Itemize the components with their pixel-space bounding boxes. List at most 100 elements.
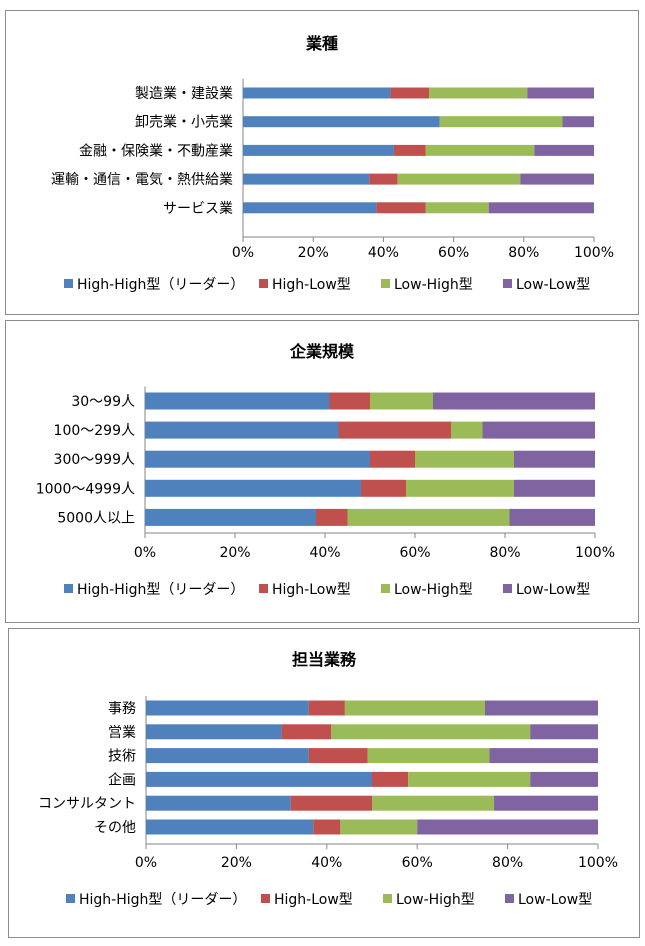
x-tick-label: 60% — [399, 545, 430, 561]
bar-segment — [243, 144, 394, 156]
legend-label: Low-High型 — [394, 277, 473, 293]
legend-label: High-Low型 — [272, 582, 351, 598]
legend-swatch — [259, 584, 268, 593]
bar-segment — [406, 479, 514, 497]
legend-label: Low-High型 — [394, 582, 473, 598]
x-tick-label: 20% — [219, 545, 250, 561]
x-tick-label: 40% — [309, 545, 340, 561]
category-label: 300～999人 — [54, 452, 135, 468]
bar-segment — [390, 87, 430, 99]
x-tick-label: 100% — [574, 245, 614, 261]
legend-swatch — [64, 279, 73, 288]
bar-segment — [361, 479, 406, 497]
bar-segment — [376, 202, 426, 214]
category-label: 事務 — [108, 701, 136, 717]
bar-segment — [562, 116, 594, 128]
bar-segment — [145, 479, 361, 497]
bar-segment — [340, 819, 418, 835]
bar-segment — [316, 508, 348, 526]
bar-segment — [514, 450, 595, 468]
bar-segment — [290, 795, 372, 811]
legend-label: Low-High型 — [396, 892, 475, 908]
legend-swatch — [66, 894, 75, 903]
bar-segment — [145, 508, 316, 526]
chart-svg: 企業規模 0% 20% 40% 60% 80% 100% 30～99人 100～299人 300～… — [36, 342, 615, 598]
x-tick-label: 40% — [368, 245, 399, 261]
bar-segment — [439, 116, 563, 128]
legend-swatch — [64, 584, 73, 593]
x-tick-label: 0% — [134, 545, 156, 561]
bar-segment — [482, 421, 595, 439]
bar-segment — [313, 819, 341, 835]
bar-segment — [514, 479, 595, 497]
bar-segment — [369, 173, 398, 185]
legend-swatch — [503, 584, 512, 593]
legend-swatch — [261, 894, 270, 903]
bar-segment — [527, 87, 594, 99]
bar-segment — [534, 144, 594, 156]
bar-segment — [146, 724, 282, 740]
category-label: 運輸・通信・電気・熱供給業 — [51, 172, 233, 188]
bar-segment — [489, 748, 598, 764]
bar-segment — [145, 392, 330, 410]
x-tick-label: 100% — [575, 545, 615, 561]
legend-swatch — [259, 279, 268, 288]
bar-segment — [331, 724, 531, 740]
category-label: 営業 — [108, 725, 136, 741]
bar-segment — [393, 144, 426, 156]
bar-segment — [146, 771, 372, 787]
bar-segment — [429, 87, 528, 99]
bar-segment — [370, 450, 415, 468]
bar-segment — [308, 748, 368, 764]
category-label: 製造業・建設業 — [135, 86, 233, 102]
legend-label: High-Low型 — [274, 892, 353, 908]
x-tick-label: 40% — [311, 855, 342, 871]
legend-label: High-High型（リーダー） — [77, 582, 244, 598]
category-label: 金融・保険業・不動産業 — [79, 143, 233, 159]
chart-panel-job-function: 担当業務 0% 20% 40% 60% 80% 100% 事務 営業 技術 企画 コンサルタント その他… — [8, 628, 640, 938]
bar-segment — [397, 173, 521, 185]
category-label: 5000人以上 — [57, 510, 135, 526]
category-label: 企画 — [108, 771, 136, 788]
chart-title: 業種 — [305, 34, 338, 53]
x-tick-label: 20% — [221, 855, 252, 871]
legend-label: Low-Low型 — [516, 277, 590, 293]
x-tick-label: 20% — [298, 245, 329, 261]
legend-swatch — [505, 894, 514, 903]
chart-panel-company-size: 企業規模 0% 20% 40% 60% 80% 100% 30～99人 100～299人 300～… — [5, 320, 639, 623]
bar-segment — [338, 421, 451, 439]
bar-segment — [451, 421, 483, 439]
bar-segment — [243, 202, 377, 214]
category-label: サービス業 — [163, 201, 233, 217]
bar-segment — [281, 724, 332, 740]
chart-svg: 担当業務 0% 20% 40% 60% 80% 100% 事務営業技術企画コンサルタントその他… — [38, 650, 618, 908]
chart-title: 企業規模 — [289, 342, 355, 361]
x-tick-label: 60% — [402, 855, 433, 871]
bar-segment — [408, 771, 531, 787]
category-label: その他 — [94, 820, 136, 836]
chart-title: 担当業務 — [292, 650, 357, 669]
bar-segment — [520, 173, 594, 185]
bar-segment — [243, 116, 440, 128]
category-label: コンサルタント — [38, 796, 136, 812]
bar-segment — [146, 819, 314, 835]
legend-label: High-Low型 — [272, 277, 351, 293]
bar-segment — [433, 392, 595, 410]
legend-label: Low-Low型 — [516, 582, 590, 598]
legend-swatch — [381, 584, 390, 593]
legend-swatch — [503, 279, 512, 288]
bar-segment — [329, 392, 370, 410]
legend-swatch — [383, 894, 392, 903]
x-tick-label: 0% — [232, 245, 254, 261]
category-label: 卸売業・小売業 — [135, 115, 233, 131]
bar-segment — [530, 724, 598, 740]
bar-segment — [494, 795, 598, 811]
bar-segment — [145, 421, 339, 439]
bar-segment — [425, 144, 535, 156]
x-tick-label: 80% — [492, 855, 523, 871]
legend-label: High-High型（リーダー） — [77, 277, 244, 293]
bar-segment — [485, 700, 598, 716]
chart-svg: 業種 0% 20% 40% 60% 80% 100% 製造業・建設業卸売業・小売業金融・保険業… — [51, 34, 614, 293]
bar-segment — [417, 819, 598, 835]
bar-segment — [146, 700, 309, 716]
